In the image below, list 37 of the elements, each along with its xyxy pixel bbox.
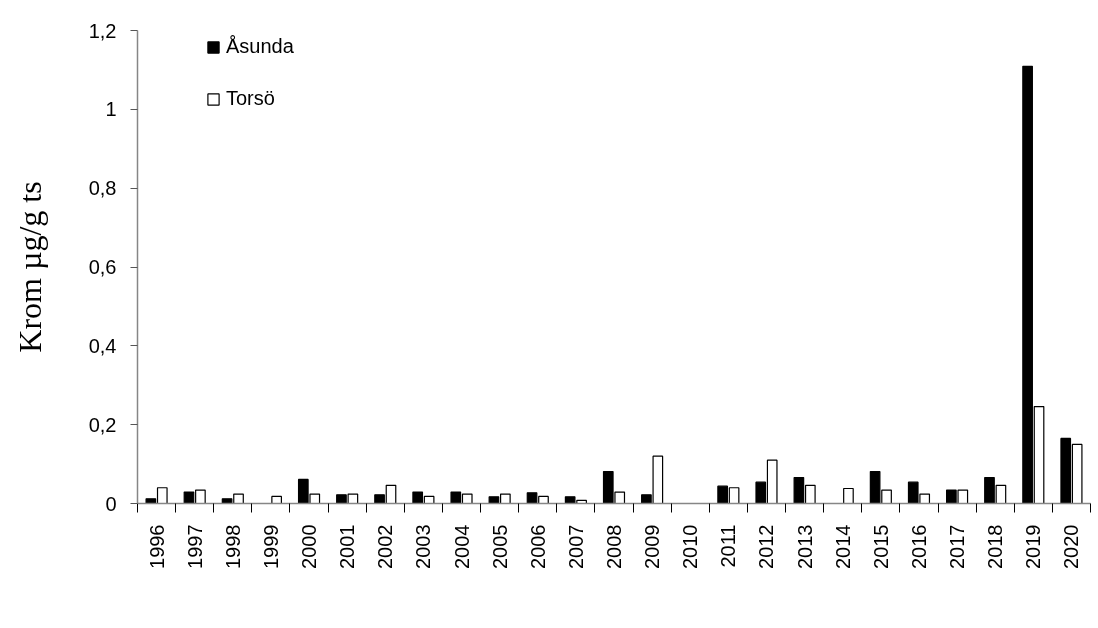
x-tick-label: 2017 (946, 524, 969, 569)
y-tick-label: 0,8 (88, 177, 117, 200)
y-tick-label: 0 (105, 492, 117, 515)
y-tick-label: 0,6 (88, 256, 117, 278)
x-tick-label: 2004 (450, 524, 473, 569)
x-tick-label: 2009 (641, 524, 664, 569)
bar (271, 495, 282, 504)
x-tick-label: 2013 (793, 524, 816, 569)
x-tick-label: 2018 (984, 524, 1007, 569)
x-tick-label: 2006 (526, 524, 549, 569)
x-tick-label: 2000 (298, 524, 321, 569)
x-tick-label: 2015 (869, 524, 892, 569)
x-tick-label: 2002 (374, 524, 397, 569)
legend-label: Torsö (226, 87, 275, 110)
legend-label: Åsunda (226, 35, 294, 58)
y-tick-label: 1 (105, 98, 117, 121)
x-tick-label: 2007 (564, 524, 587, 569)
y-tick-label: 0,2 (88, 413, 117, 436)
y-tick-label: 0,4 (88, 334, 117, 357)
x-tick-label: 2008 (603, 524, 625, 569)
x-tick-label: 2019 (1022, 524, 1045, 569)
x-tick-label: 1998 (221, 524, 244, 569)
x-tick-label: 1997 (183, 524, 206, 569)
x-tick-label: 1996 (145, 524, 168, 569)
x-tick-label: 2012 (755, 524, 778, 569)
x-tick-label: 2016 (907, 524, 930, 569)
x-tick-label: 2020 (1060, 524, 1083, 569)
x-tick-label: 2001 (336, 524, 359, 569)
bar (843, 487, 854, 504)
y-axis-title: Krom µg/g ts (11, 181, 48, 353)
x-tick-label: 1999 (259, 524, 282, 569)
x-tick-label: 2003 (412, 524, 435, 569)
x-tick-label: 2010 (679, 524, 702, 569)
x-tick-label: 2014 (831, 524, 854, 569)
y-tick-label: 1,2 (88, 19, 117, 42)
x-tick-label: 2005 (488, 524, 511, 569)
x-tick-label: 2011 (717, 524, 740, 568)
